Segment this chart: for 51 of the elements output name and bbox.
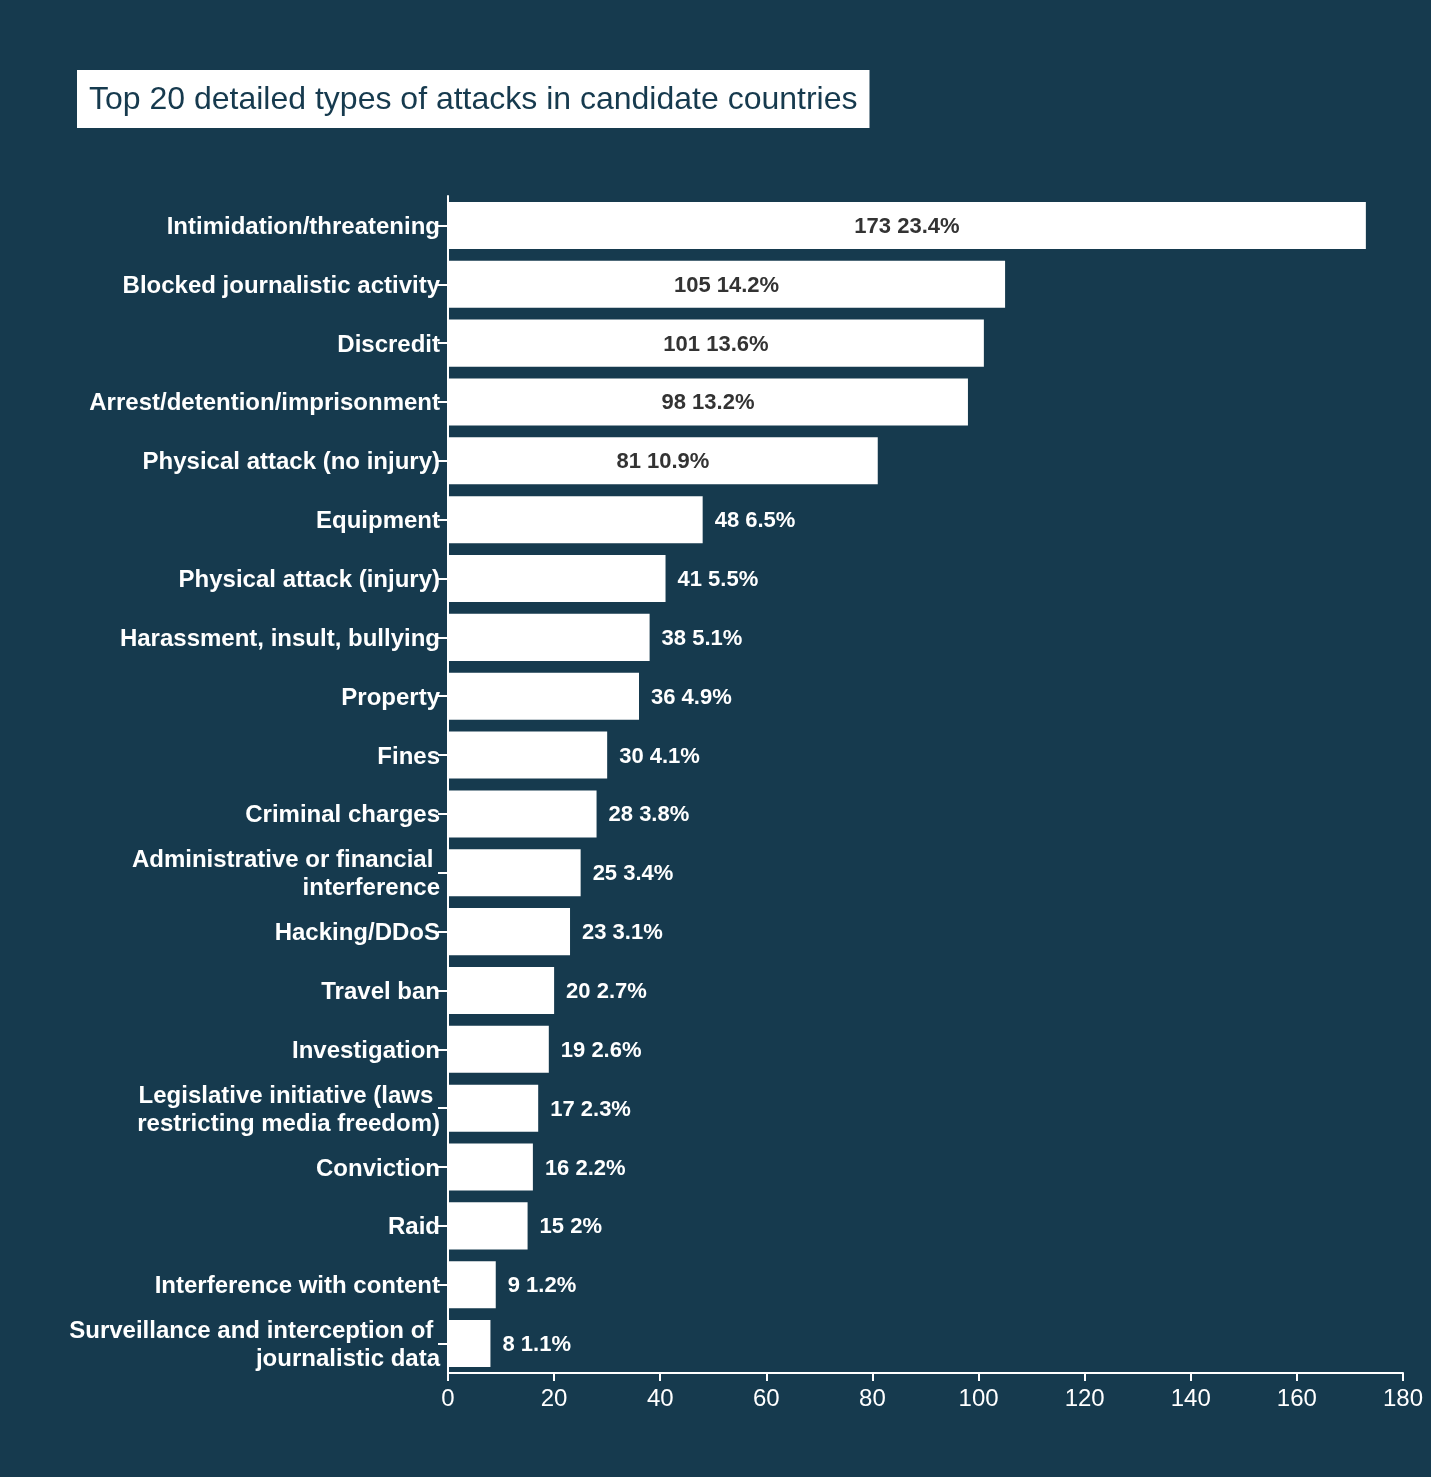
y-tick-label: Property <box>341 682 441 710</box>
data-label: 105 14.2% <box>673 271 780 297</box>
x-tick-label: 20 <box>540 1383 568 1411</box>
data-label: 9 1.2% <box>507 1272 577 1298</box>
y-tick-label: Raid <box>387 1212 440 1240</box>
y-tick-label: Investigation <box>291 1035 440 1063</box>
data-label: 41 5.5% <box>677 566 759 592</box>
y-tick-label: Surveillance and interception of journalistic data <box>69 1316 441 1372</box>
data-label: 173 23.4% <box>854 212 960 238</box>
y-tick-label: Physical attack (no injury) <box>142 447 440 475</box>
y-tick-label: Intimidation/threatening <box>166 211 440 239</box>
x-tick-label: 180 <box>1382 1383 1424 1411</box>
y-tick-label: Equipment <box>316 506 440 534</box>
data-label: 36 4.9% <box>651 683 732 709</box>
data-label: 38 5.1% <box>661 624 743 650</box>
y-tick-label: Fines <box>377 741 440 769</box>
data-label: 8 1.1% <box>502 1331 571 1357</box>
data-label: 20 2.7% <box>566 977 647 1003</box>
data-label: 30 4.1% <box>619 742 700 768</box>
data-label: 28 3.8% <box>608 801 690 827</box>
y-tick-label: Arrest/detention/imprisonment <box>89 388 440 416</box>
data-label: 25 3.4% <box>592 860 674 886</box>
data-label: 23 3.1% <box>582 919 663 945</box>
x-tick-label: 0 <box>441 1383 455 1411</box>
x-tick-label: 140 <box>1170 1383 1211 1411</box>
x-tick-label: 120 <box>1064 1383 1105 1411</box>
x-tick-label: 40 <box>646 1383 674 1411</box>
data-label: 16 2.2% <box>544 1154 626 1180</box>
y-tick-label: Interference with content <box>154 1271 441 1299</box>
x-tick-label: 160 <box>1276 1383 1317 1411</box>
data-label: 48 6.5% <box>714 507 796 533</box>
x-tick-label: 80 <box>859 1383 886 1411</box>
y-tick-label: Criminal charges <box>245 800 440 828</box>
y-tick-label: Discredit <box>337 329 441 357</box>
data-label: 15 2% <box>539 1213 602 1239</box>
data-label: 19 2.6% <box>560 1036 642 1062</box>
y-tick-label: Legislative initiative (laws restricting media freedom) <box>137 1080 440 1136</box>
y-tick-label: Harassment, insult, bullying <box>119 623 440 651</box>
y-tick-label: Blocked journalistic activity <box>122 270 441 298</box>
y-tick-label: Travel ban <box>321 976 440 1004</box>
data-label: 17 2.3% <box>550 1095 631 1121</box>
data-label: 81 10.9% <box>616 448 710 474</box>
x-tick-label: 60 <box>752 1383 780 1411</box>
chart-title: Top 20 detailed types of attacks in candidate countries <box>89 80 858 116</box>
data-label: 101 13.6% <box>663 330 769 356</box>
y-tick-label: Physical attack (injury) <box>178 565 440 593</box>
x-tick-label: 100 <box>958 1383 999 1411</box>
y-tick-label: Conviction <box>316 1153 440 1181</box>
y-tick-label: Administrative or financial interference <box>131 845 440 901</box>
y-tick-label: Hacking/DDoS <box>274 918 440 946</box>
data-label: 98 13.2% <box>661 389 755 415</box>
